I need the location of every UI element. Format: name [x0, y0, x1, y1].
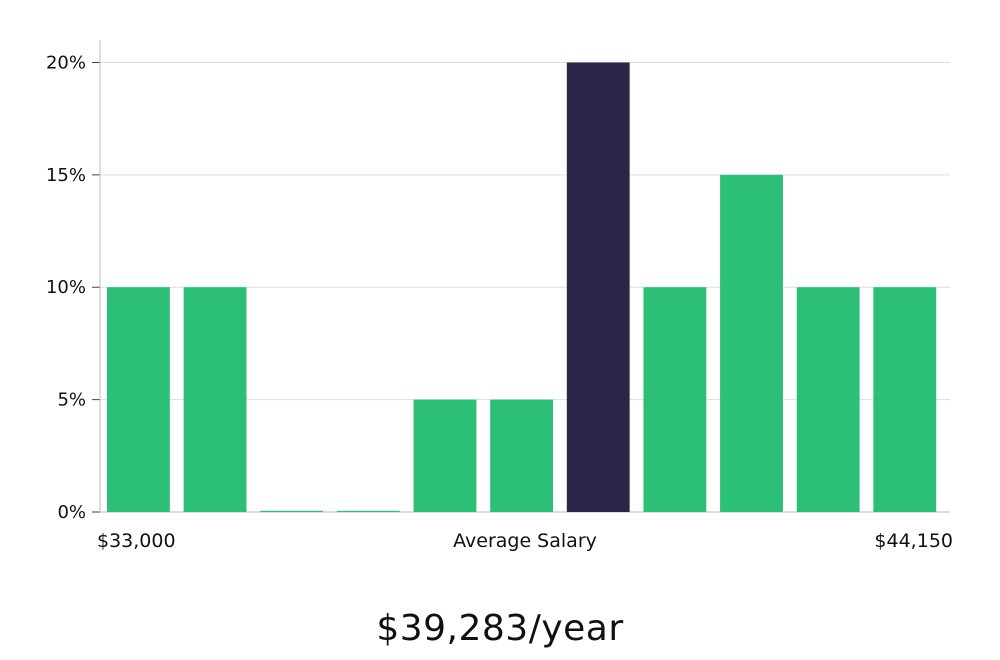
bar [796, 287, 860, 512]
bar [873, 287, 937, 512]
y-tick-label: 15% [46, 165, 86, 186]
y-tick-label: 0% [57, 502, 86, 523]
x-max-label: $44,150 [874, 530, 953, 552]
x-center-label: Average Salary [453, 530, 597, 552]
bar [720, 174, 783, 513]
bar-highlighted [566, 62, 630, 512]
x-min-label: $33,000 [97, 530, 176, 552]
bar [490, 399, 554, 512]
bar [643, 287, 707, 512]
bar [107, 287, 170, 512]
bar [183, 287, 247, 512]
y-tick-label: 10% [46, 277, 86, 298]
bar [336, 510, 400, 512]
y-tick-label: 5% [57, 390, 86, 411]
y-tick-label: 20% [46, 52, 86, 73]
average-salary-value: $39,283/year [376, 608, 624, 649]
bar [413, 399, 477, 512]
bar [260, 510, 324, 512]
salary-histogram: 0% 5% 10% 15% 20% $33,000 Average Salary $44,15… [46, 40, 953, 552]
